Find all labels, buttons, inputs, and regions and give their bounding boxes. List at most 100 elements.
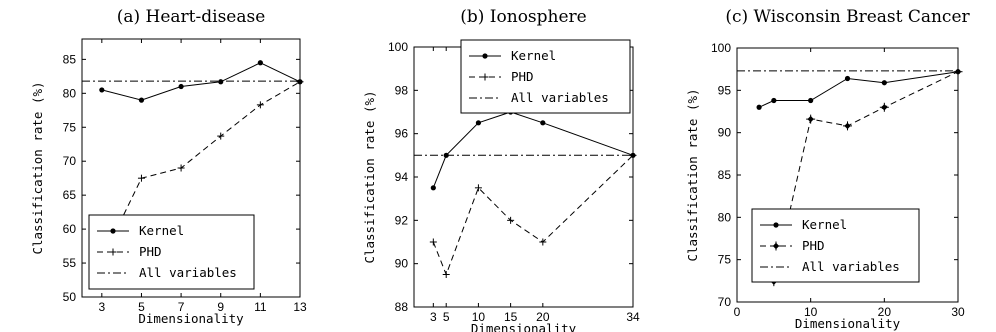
legend-swatch-marker: [109, 248, 117, 256]
x-tick-label: 15: [504, 310, 518, 324]
chart-title: (a) Heart-disease: [117, 7, 266, 27]
y-tick-label: 88: [395, 300, 409, 314]
series-phd: [98, 78, 304, 264]
y-tick-label: 100: [711, 41, 731, 55]
x-tick-label: 3: [430, 310, 437, 324]
x-tick-label: 10: [472, 310, 486, 324]
plot-frame: [81, 38, 301, 298]
y-tick-label: 80: [718, 210, 732, 224]
legend-swatch-marker: [482, 53, 488, 59]
series-kernel: [430, 109, 636, 191]
y-tick-label: 85: [718, 168, 732, 182]
chart-panel-3: (c) Wisconsin Breast Cancer 0 10 20 30 70 75 80…: [685, 7, 971, 331]
data-point: [844, 75, 851, 82]
x-tick-label: 7: [178, 300, 185, 314]
chart-panel-1: (a) Heart-disease 3 5 7 9 11 13 50 55 60 65 70 75 80 8…: [30, 7, 307, 326]
data-point: [218, 79, 224, 85]
data-point: [843, 121, 852, 131]
legend: Kernel PHD All variables: [751, 208, 920, 283]
y-tick-label: 94: [395, 170, 409, 184]
data-point: [442, 271, 450, 278]
series-kernel: [99, 60, 303, 103]
series-line: [432, 111, 634, 188]
data-point: [256, 101, 264, 109]
legend-label: Kernel: [139, 223, 184, 238]
data-point: [430, 185, 436, 191]
y-tick-label: 55: [63, 256, 77, 270]
legend-label: PHD: [802, 238, 825, 253]
data-point: [806, 114, 816, 124]
y-axis-label: Classification rate (%): [30, 81, 45, 254]
x-tick-label: 3: [98, 300, 105, 314]
x-tick-label: 5: [443, 310, 450, 324]
series-phd: [429, 151, 637, 278]
data-point: [756, 104, 762, 110]
data-point: [771, 97, 777, 104]
x-tick-label: 0: [734, 305, 741, 319]
x-tick-label: 9: [217, 300, 224, 314]
data-point: [296, 78, 304, 86]
y-tick-label: 60: [63, 222, 77, 236]
data-point: [808, 97, 814, 104]
y-tick-label: 100: [388, 40, 408, 54]
y-tick-label: 96: [395, 127, 409, 141]
y-axis-label: Classification rate (%): [685, 88, 700, 261]
x-tick-label: 34: [626, 310, 640, 324]
y-tick-label: 92: [395, 213, 409, 227]
data-point: [881, 80, 887, 86]
x-tick-label: 20: [536, 310, 550, 324]
series-line: [101, 81, 301, 260]
series-line: [758, 71, 959, 108]
x-tick-label: 20: [878, 305, 892, 319]
series-line: [432, 154, 634, 276]
y-tick-label: 50: [63, 290, 77, 304]
y-tick-label: 80: [63, 86, 77, 100]
y-tick-label: 75: [63, 120, 77, 134]
x-axis-label: Dimensionality: [795, 316, 901, 331]
data-point: [953, 67, 963, 77]
data-point: [178, 83, 184, 90]
x-axis-label: Dimensionality: [138, 311, 244, 326]
legend: Kernel PHD All variables: [460, 39, 631, 114]
legend-label: PHD: [139, 244, 162, 259]
legend-label: PHD: [511, 69, 534, 84]
legend-swatch-marker: [110, 228, 116, 234]
y-tick-label: 90: [718, 126, 732, 140]
legend-swatch-marker: [771, 241, 781, 251]
data-point: [257, 60, 263, 66]
legend-label: All variables: [139, 265, 237, 280]
x-tick-label: 30: [951, 305, 965, 319]
series-line: [101, 62, 301, 101]
y-tick-label: 90: [395, 257, 409, 271]
data-point: [429, 238, 437, 246]
data-point: [879, 102, 889, 112]
legend: Kernel PHD All variables: [88, 214, 255, 290]
chart-panel-2: (b) Ionosphere 3 5 10 15 20 34 88 90 92 94 96 98 100 D…: [362, 7, 640, 332]
y-tick-label: 75: [718, 253, 732, 267]
data-point: [138, 97, 145, 103]
data-point: [475, 120, 482, 126]
data-point: [99, 87, 105, 93]
y-tick-label: 98: [395, 83, 409, 97]
y-tick-label: 85: [63, 52, 77, 66]
legend-label: Kernel: [802, 217, 847, 232]
y-tick-label: 95: [718, 83, 732, 97]
y-axis-label: Classification rate (%): [362, 90, 377, 263]
legend-label: All variables: [802, 259, 900, 274]
x-tick-label: 11: [254, 300, 267, 314]
x-tick-label: 5: [138, 300, 145, 314]
x-tick-label: 13: [293, 300, 307, 314]
chart-title: (c) Wisconsin Breast Cancer: [725, 7, 970, 27]
data-point: [507, 216, 515, 224]
y-tick-label: 65: [63, 188, 77, 202]
y-tick-label: 70: [718, 295, 732, 309]
data-point: [629, 151, 637, 159]
legend-swatch-marker: [773, 222, 779, 228]
data-point: [539, 238, 547, 246]
data-point: [474, 184, 482, 192]
data-point: [217, 132, 225, 140]
data-point: [540, 120, 546, 126]
series-kernel: [756, 69, 961, 110]
y-tick-label: 70: [63, 154, 77, 168]
